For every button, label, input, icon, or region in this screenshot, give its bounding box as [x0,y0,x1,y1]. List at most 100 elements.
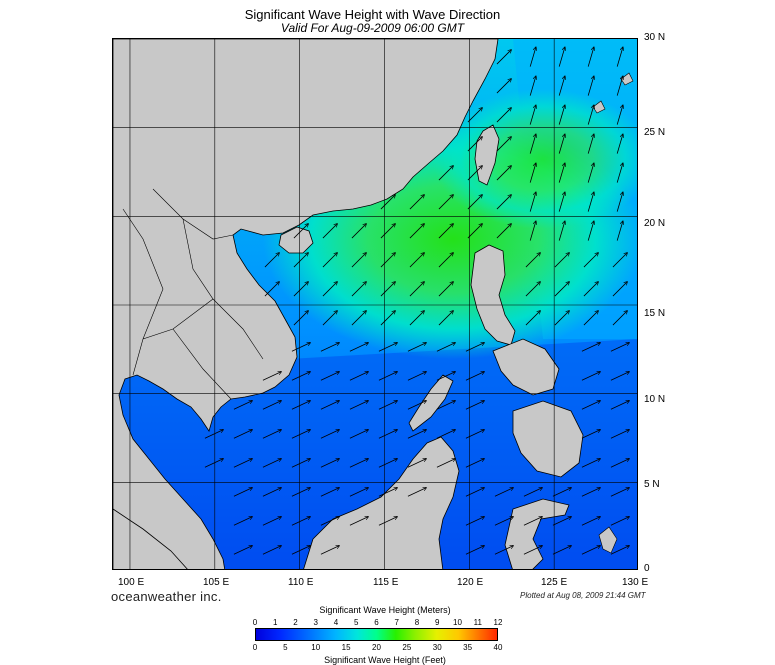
lat-label-5n: 5 N [644,479,660,490]
wave-arrow [529,76,536,96]
wave-arrow [233,546,252,555]
wave-arrow [587,105,594,125]
wave-arrow [554,253,569,268]
colorbar-feet-tick: 25 [402,643,412,652]
mainland-asia [113,39,499,569]
wave-arrow [616,134,623,154]
wave-arrow [494,488,513,497]
wave-arrow [587,163,594,183]
halmahera-island [598,526,618,554]
wave-arrow [529,192,536,212]
wave-arrow [581,430,600,439]
lat-label-0: 0 [644,563,650,574]
wave-arrow [233,401,252,410]
wave-arrow [204,459,223,468]
wave-arrow [349,430,368,439]
wave-arrow [264,253,279,268]
wave-arrow [616,76,623,96]
wave-arrow [351,282,366,297]
lon-label-110e: 110 E [288,577,314,588]
sulawesi-island [504,498,570,569]
wave-arrow [378,372,397,381]
wave-arrow [407,488,426,497]
wave-arrow [407,343,426,352]
colorbar-feet-title: Significant Wave Height (Feet) [324,655,446,665]
wave-arrow [554,282,569,297]
sumatra-island [113,508,188,569]
colorbar-feet-tick: 5 [283,643,288,652]
wave-arrow [612,311,627,326]
wave-arrow [529,105,536,125]
wave-arrow [616,47,623,67]
wave-arrow [587,47,594,67]
wave-arrow [436,343,455,352]
wave-arrow [378,343,397,352]
wave-arrow [291,430,310,439]
wave-arrow [320,488,339,497]
wave-arrow [558,105,565,125]
wave-arrow [436,430,455,439]
lon-label-100e: 100 E [118,577,145,588]
colorbar-meter-tick: 1 [273,618,278,627]
wave-arrow [293,224,308,239]
wave-arrow [581,488,600,497]
wave-arrow [409,282,424,297]
wave-arrow [264,282,279,297]
wave-arrow [438,224,453,239]
wave-arrow [496,137,511,152]
wave-arrow [558,221,565,241]
colorbar-meter-tick: 10 [453,618,462,627]
wave-height-map [112,38,638,570]
wave-arrow [610,459,629,468]
wave-direction-arrows [204,47,629,555]
lon-label-120e: 120 E [457,577,484,588]
wave-arrow [291,372,310,381]
wave-arrow [320,430,339,439]
wave-arrow [320,401,339,410]
wave-arrow [407,459,426,468]
colorbar-feet-tick: 15 [341,643,351,652]
wave-arrow [467,224,482,239]
wave-arrow [262,401,281,410]
wave-arrow [554,311,569,326]
wave-arrow [467,137,482,152]
map-title: Significant Wave Height with Wave Direct… [244,7,501,22]
wave-arrow [349,517,368,526]
wave-arrow [612,253,627,268]
wave-arrow [233,517,252,526]
wave-arrow [610,488,629,497]
wave-arrow [262,488,281,497]
colorbar-feet-tick: 10 [311,643,321,652]
lat-label-25n: 25 N [644,127,666,138]
luzon-island [470,244,516,346]
wave-arrow [465,430,484,439]
wave-arrow [409,195,424,210]
colorbar-meter-tick: 5 [354,618,359,627]
wave-arrow [558,47,565,67]
wave-arrow [380,195,395,210]
wave-arrow [558,192,565,212]
mindanao-island [512,400,584,478]
wave-arrow [378,459,397,468]
wave-arrow [322,224,337,239]
colorbar-feet-tick: 30 [432,643,442,652]
wave-arrow [581,546,600,555]
colorbar-feet-tick: 35 [463,643,473,652]
colorbar-feet-tick: 0 [252,643,258,652]
country-borders [122,188,264,400]
wave-arrow [496,79,511,94]
wave-arrow [349,401,368,410]
wave-arrow [351,311,366,326]
wave-arrow [496,108,511,123]
wave-arrow [322,282,337,297]
wave-arrow [465,372,484,381]
wave-arrow [612,282,627,297]
wave-arrow [496,195,511,210]
wave-arrow [349,459,368,468]
wave-arrow [616,105,623,125]
wave-arrow [581,459,600,468]
wave-arrow [583,282,598,297]
wave-arrow [494,546,513,555]
colorbar-meter-tick: 9 [435,618,440,627]
wave-arrow [378,517,397,526]
